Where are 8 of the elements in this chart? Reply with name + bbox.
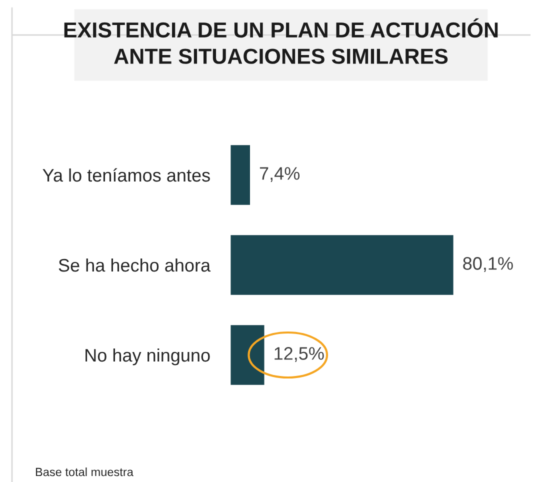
text: Base total muestra bbox=[36, 467, 134, 476]
data-label: 80,1% bbox=[463, 257, 513, 272]
chart-title: EXISTENCIA DE UN PLAN DE ACTUACIÓN ANTE SITUACIONES SIMILARES bbox=[64, 18, 498, 64]
y-tick-label: No hay ninguno bbox=[86, 348, 210, 366]
y-tick-label: Se ha hecho ahora bbox=[58, 258, 211, 272]
y-tick-label: Ya lo teníamos antes bbox=[42, 168, 210, 182]
data-label: 7,4% bbox=[260, 167, 300, 182]
data-label: 12,5% bbox=[274, 347, 324, 362]
